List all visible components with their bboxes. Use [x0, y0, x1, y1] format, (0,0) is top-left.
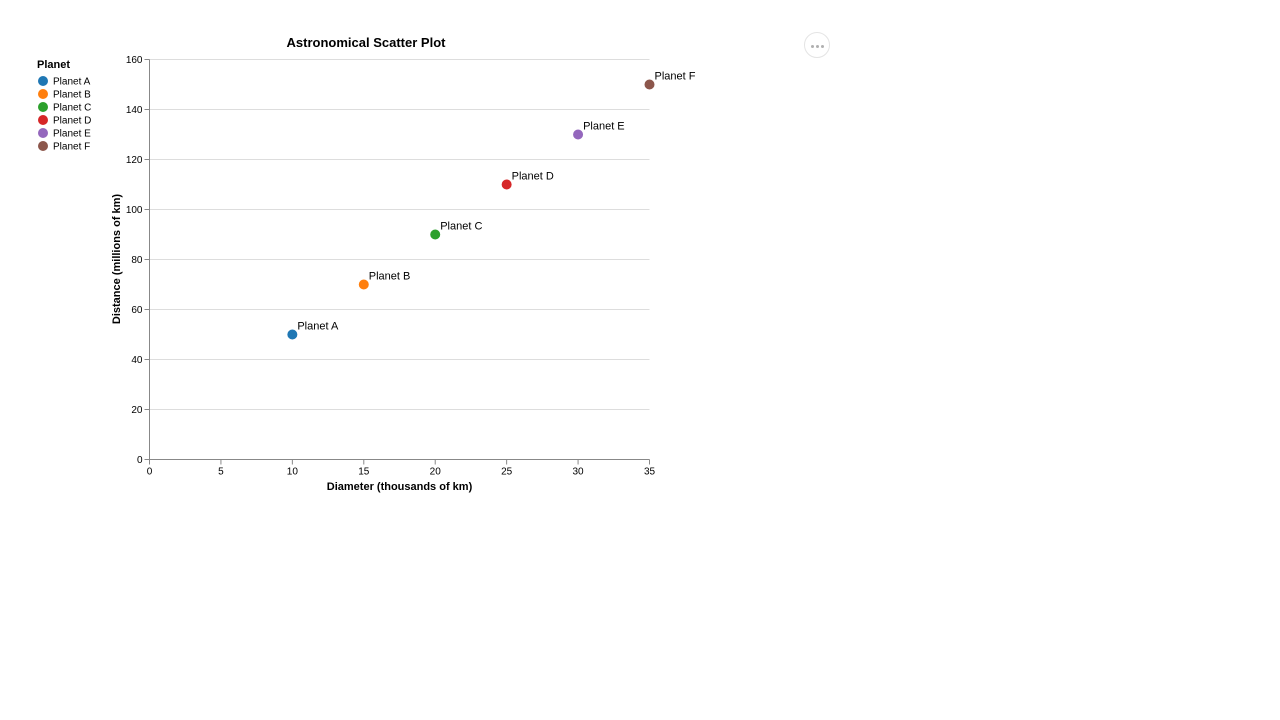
legend-item[interactable]: Planet E [38, 128, 91, 140]
data-points [287, 79, 655, 340]
point-label: Planet D [512, 171, 554, 183]
legend-label: Planet A [53, 77, 91, 88]
y-tick-label: 20 [131, 405, 143, 416]
menu-dot [811, 45, 814, 48]
data-point[interactable] [287, 329, 298, 340]
legend-item[interactable]: Planet B [38, 89, 91, 101]
x-tick-label: 35 [644, 467, 656, 478]
y-axis-ticks: 0 20 40 60 80 100 120 140 160 [126, 55, 150, 466]
x-tick-label: 20 [430, 467, 442, 478]
legend-label: Planet D [53, 116, 91, 127]
x-tick-label: 5 [218, 467, 224, 478]
x-axis-ticks: 0 5 10 15 20 25 30 35 [147, 459, 656, 478]
data-point[interactable] [501, 179, 512, 190]
legend-label: Planet C [53, 103, 91, 114]
menu-dot [821, 45, 824, 48]
y-tick-label: 120 [126, 155, 143, 166]
y-tick-label: 100 [126, 205, 143, 216]
data-point[interactable] [573, 129, 584, 140]
point-labels: Planet A Planet B Planet C Planet D Planet E… [297, 71, 695, 333]
data-point[interactable] [430, 229, 441, 240]
legend-swatch [38, 102, 48, 112]
legend-label: Planet F [53, 142, 90, 153]
y-tick-label: 0 [137, 455, 143, 466]
legend-swatch [38, 76, 48, 86]
y-tick-label: 160 [126, 55, 143, 66]
more-horizontal-icon [805, 33, 829, 57]
x-tick-label: 10 [287, 467, 299, 478]
data-point[interactable] [358, 279, 369, 290]
legend-swatch [38, 128, 48, 138]
legend-item[interactable]: Planet A [38, 76, 91, 88]
data-point[interactable] [644, 79, 655, 90]
legend-label: Planet B [53, 90, 91, 101]
point-label: Planet A [297, 321, 339, 333]
legend-item[interactable]: Planet D [38, 115, 91, 127]
point-label: Planet C [440, 221, 482, 233]
legend-item[interactable]: Planet F [38, 141, 90, 153]
legend-label: Planet E [53, 129, 91, 140]
x-tick-label: 30 [573, 467, 585, 478]
legend-items: Planet A Planet B Planet C Planet D Planet E… [38, 76, 91, 153]
legend-swatch [38, 89, 48, 99]
point-label: Planet F [655, 71, 696, 83]
grid-lines [149, 59, 650, 460]
y-tick-label: 80 [131, 255, 143, 266]
chart-actions-menu-button[interactable] [804, 32, 830, 58]
x-tick-label: 0 [147, 467, 153, 478]
y-axis-title: Distance (millions of km) [111, 194, 123, 325]
y-tick-label: 40 [131, 355, 143, 366]
legend-swatch [38, 115, 48, 125]
legend-title: Planet [37, 59, 70, 71]
x-tick-label: 15 [358, 467, 370, 478]
y-tick-label: 140 [126, 105, 143, 116]
x-axis-title: Diameter (thousands of km) [327, 481, 473, 493]
legend-item[interactable]: Planet C [38, 102, 91, 114]
menu-dot [816, 45, 819, 48]
x-tick-label: 25 [501, 467, 513, 478]
point-label: Planet B [369, 271, 411, 283]
chart-title: Astronomical Scatter Plot [287, 35, 447, 50]
y-tick-label: 60 [131, 305, 143, 316]
point-label: Planet E [583, 121, 625, 133]
legend-swatch [38, 141, 48, 151]
